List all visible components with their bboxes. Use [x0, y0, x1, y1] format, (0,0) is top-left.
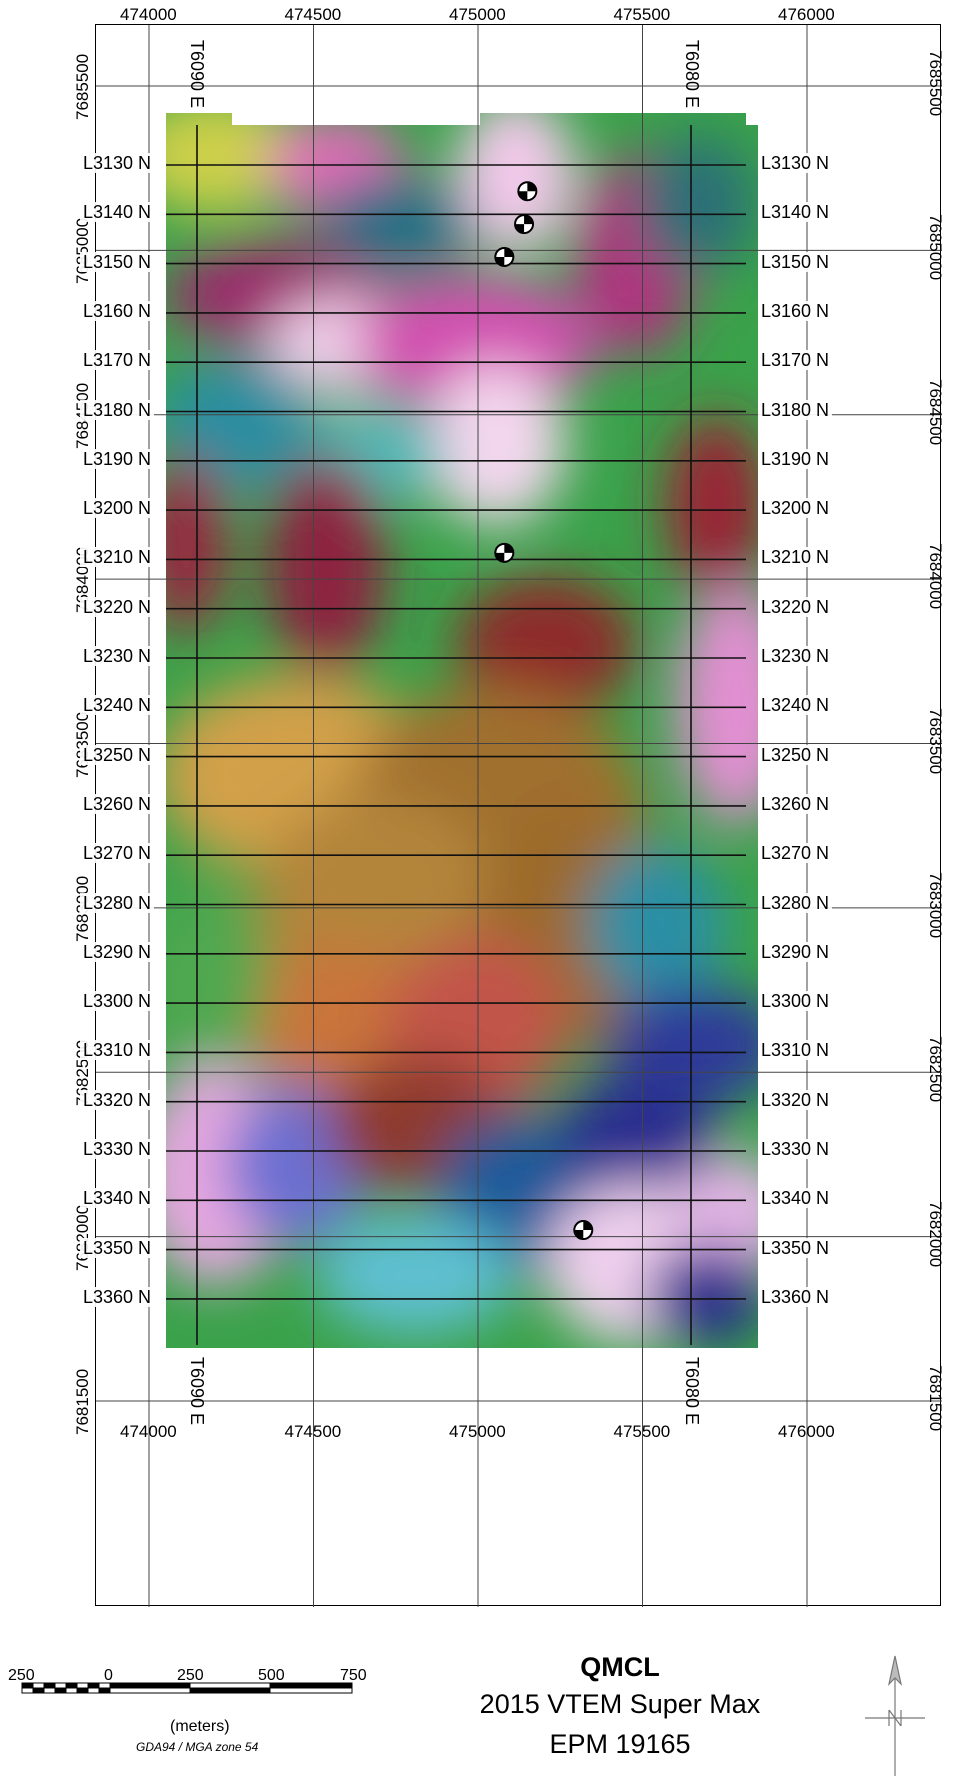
- x-tick-label: 474000: [120, 1422, 177, 1441]
- flight-line-label: L3290 N: [758, 941, 833, 962]
- flight-line-label: L3180 N: [80, 399, 155, 420]
- flight-line-label: L3150 N: [758, 251, 833, 272]
- flight-line-label: L3340 N: [80, 1188, 155, 1209]
- tie-lines: [196, 125, 692, 1345]
- flight-line-label: L3270 N: [758, 843, 833, 864]
- flight-line-label: L3320 N: [758, 1089, 833, 1110]
- x-tick-label: 475000: [449, 1422, 506, 1441]
- flight-line-label: L3270 N: [80, 843, 155, 864]
- flight-line-label: L3140 N: [80, 202, 155, 223]
- flight-line-label: L3260 N: [758, 793, 833, 814]
- flight-line-label: L3210 N: [758, 547, 833, 568]
- flight-line-label: L3310 N: [80, 1040, 155, 1061]
- anomaly-map: [96, 25, 942, 1607]
- flight-line-label: L3250 N: [80, 744, 155, 765]
- flight-line-label: L3210 N: [80, 547, 155, 568]
- flight-line-label: L3340 N: [758, 1188, 833, 1209]
- target-markers: [494, 181, 594, 1241]
- flight-line-label: L3220 N: [80, 596, 155, 617]
- scale-unit: (meters): [170, 1718, 230, 1735]
- y-tick-label: 7682500: [926, 1036, 945, 1103]
- flight-line-label: L3260 N: [80, 793, 155, 814]
- drill-target-icon: [494, 246, 515, 267]
- flight-line-label: L3240 N: [758, 695, 833, 716]
- flight-lines: [166, 164, 746, 1300]
- drill-target-icon: [494, 542, 515, 563]
- flight-line-label: L3220 N: [758, 596, 833, 617]
- flight-line-label: L3140 N: [758, 202, 833, 223]
- flight-line-label: L3160 N: [80, 300, 155, 321]
- scale-label-250: 250: [177, 1667, 204, 1684]
- flight-line-label: L3330 N: [758, 1139, 833, 1159]
- scale-label-neg250: 250: [8, 1667, 35, 1684]
- y-tick-label: 7685000: [926, 214, 945, 281]
- x-tick-label: 475500: [613, 1422, 671, 1441]
- drill-target-icon: [514, 214, 535, 235]
- flight-line-label: L3170 N: [80, 350, 155, 371]
- drill-target-icon: [517, 181, 538, 202]
- flight-line-label: L3170 N: [758, 350, 833, 371]
- y-tick-label: 7682000: [926, 1200, 945, 1267]
- x-tick-label: 474000: [120, 5, 177, 24]
- y-tick-label: 7685500: [73, 53, 92, 120]
- y-tick-label: 7681500: [73, 1368, 92, 1435]
- y-tick-label: 7684000: [926, 543, 945, 610]
- x-tick-label: 475000: [449, 5, 506, 24]
- title-line-2: 2015 VTEM Super Max: [479, 1689, 761, 1719]
- flight-line-label: L3200 N: [758, 498, 833, 519]
- x-tick-label: 476000: [778, 1422, 835, 1441]
- flight-line-label: L3150 N: [80, 251, 155, 272]
- tie-label-west-bottom: T6090 E: [187, 1357, 207, 1426]
- scale-label-500: 500: [258, 1667, 285, 1684]
- flight-line-label: L3300 N: [80, 991, 155, 1012]
- north-arrow-icon: [865, 1655, 925, 1776]
- flight-line-label: L3360 N: [758, 1286, 833, 1307]
- drill-target-icon: [573, 1220, 594, 1241]
- y-tick-label: 7683000: [926, 871, 945, 939]
- flight-line-label: L3360 N: [80, 1286, 155, 1307]
- flight-line-label: L3250 N: [758, 744, 833, 765]
- flight-line-label: L3350 N: [758, 1237, 833, 1258]
- flight-line-label: L3200 N: [80, 498, 155, 519]
- tie-label-west-top: T6090 E: [187, 40, 207, 109]
- x-tick-label: 474500: [284, 1422, 342, 1441]
- flight-line-label: L3180 N: [758, 399, 833, 420]
- x-tick-label: 474500: [284, 5, 342, 24]
- x-tick-label: 475500: [613, 5, 671, 24]
- title-line-3: EPM 19165: [549, 1729, 691, 1759]
- scale-label-750: 750: [340, 1667, 367, 1684]
- flight-line-label: L3190 N: [758, 448, 833, 469]
- survey-grid-image: [166, 113, 758, 1348]
- flight-line-label: L3230 N: [758, 646, 833, 666]
- y-tick-label: 7683500: [926, 707, 945, 774]
- flight-line-label: L3160 N: [758, 300, 833, 321]
- flight-line-label: L3280 N: [80, 892, 155, 913]
- flight-line-label: L3130 N: [80, 153, 155, 173]
- flight-line-label: L3290 N: [80, 941, 155, 962]
- y-tick-label: 7684500: [926, 378, 945, 445]
- x-tick-label: 476000: [778, 5, 835, 24]
- tie-label-east-bottom: T6080 E: [682, 1357, 702, 1426]
- map-frame: [95, 24, 942, 1607]
- flight-line-label: L3350 N: [80, 1237, 155, 1258]
- scale-bar: [21, 1682, 353, 1694]
- tie-label-east-top: T6080 E: [682, 40, 702, 109]
- flight-line-label: L3300 N: [758, 991, 833, 1012]
- y-tick-label: 7681500: [926, 1365, 945, 1432]
- projection-label: GDA94 / MGA zone 54: [136, 1740, 259, 1754]
- flight-line-label: L3230 N: [80, 646, 155, 666]
- flight-line-label: L3190 N: [80, 448, 155, 469]
- flight-line-label: L3130 N: [758, 153, 833, 173]
- title-main: QMCL: [580, 1652, 660, 1682]
- flight-line-label: L3240 N: [80, 695, 155, 716]
- y-tick-label: 7685500: [926, 50, 945, 117]
- title-block: QMCL 2015 VTEM Super Max EPM 19165: [430, 1650, 810, 1764]
- flight-line-label: L3320 N: [80, 1089, 155, 1110]
- scale-label-0: 0: [104, 1667, 113, 1684]
- flight-line-label: L3310 N: [758, 1040, 833, 1061]
- flight-line-label: L3330 N: [80, 1139, 155, 1159]
- flight-line-label: L3280 N: [758, 892, 833, 913]
